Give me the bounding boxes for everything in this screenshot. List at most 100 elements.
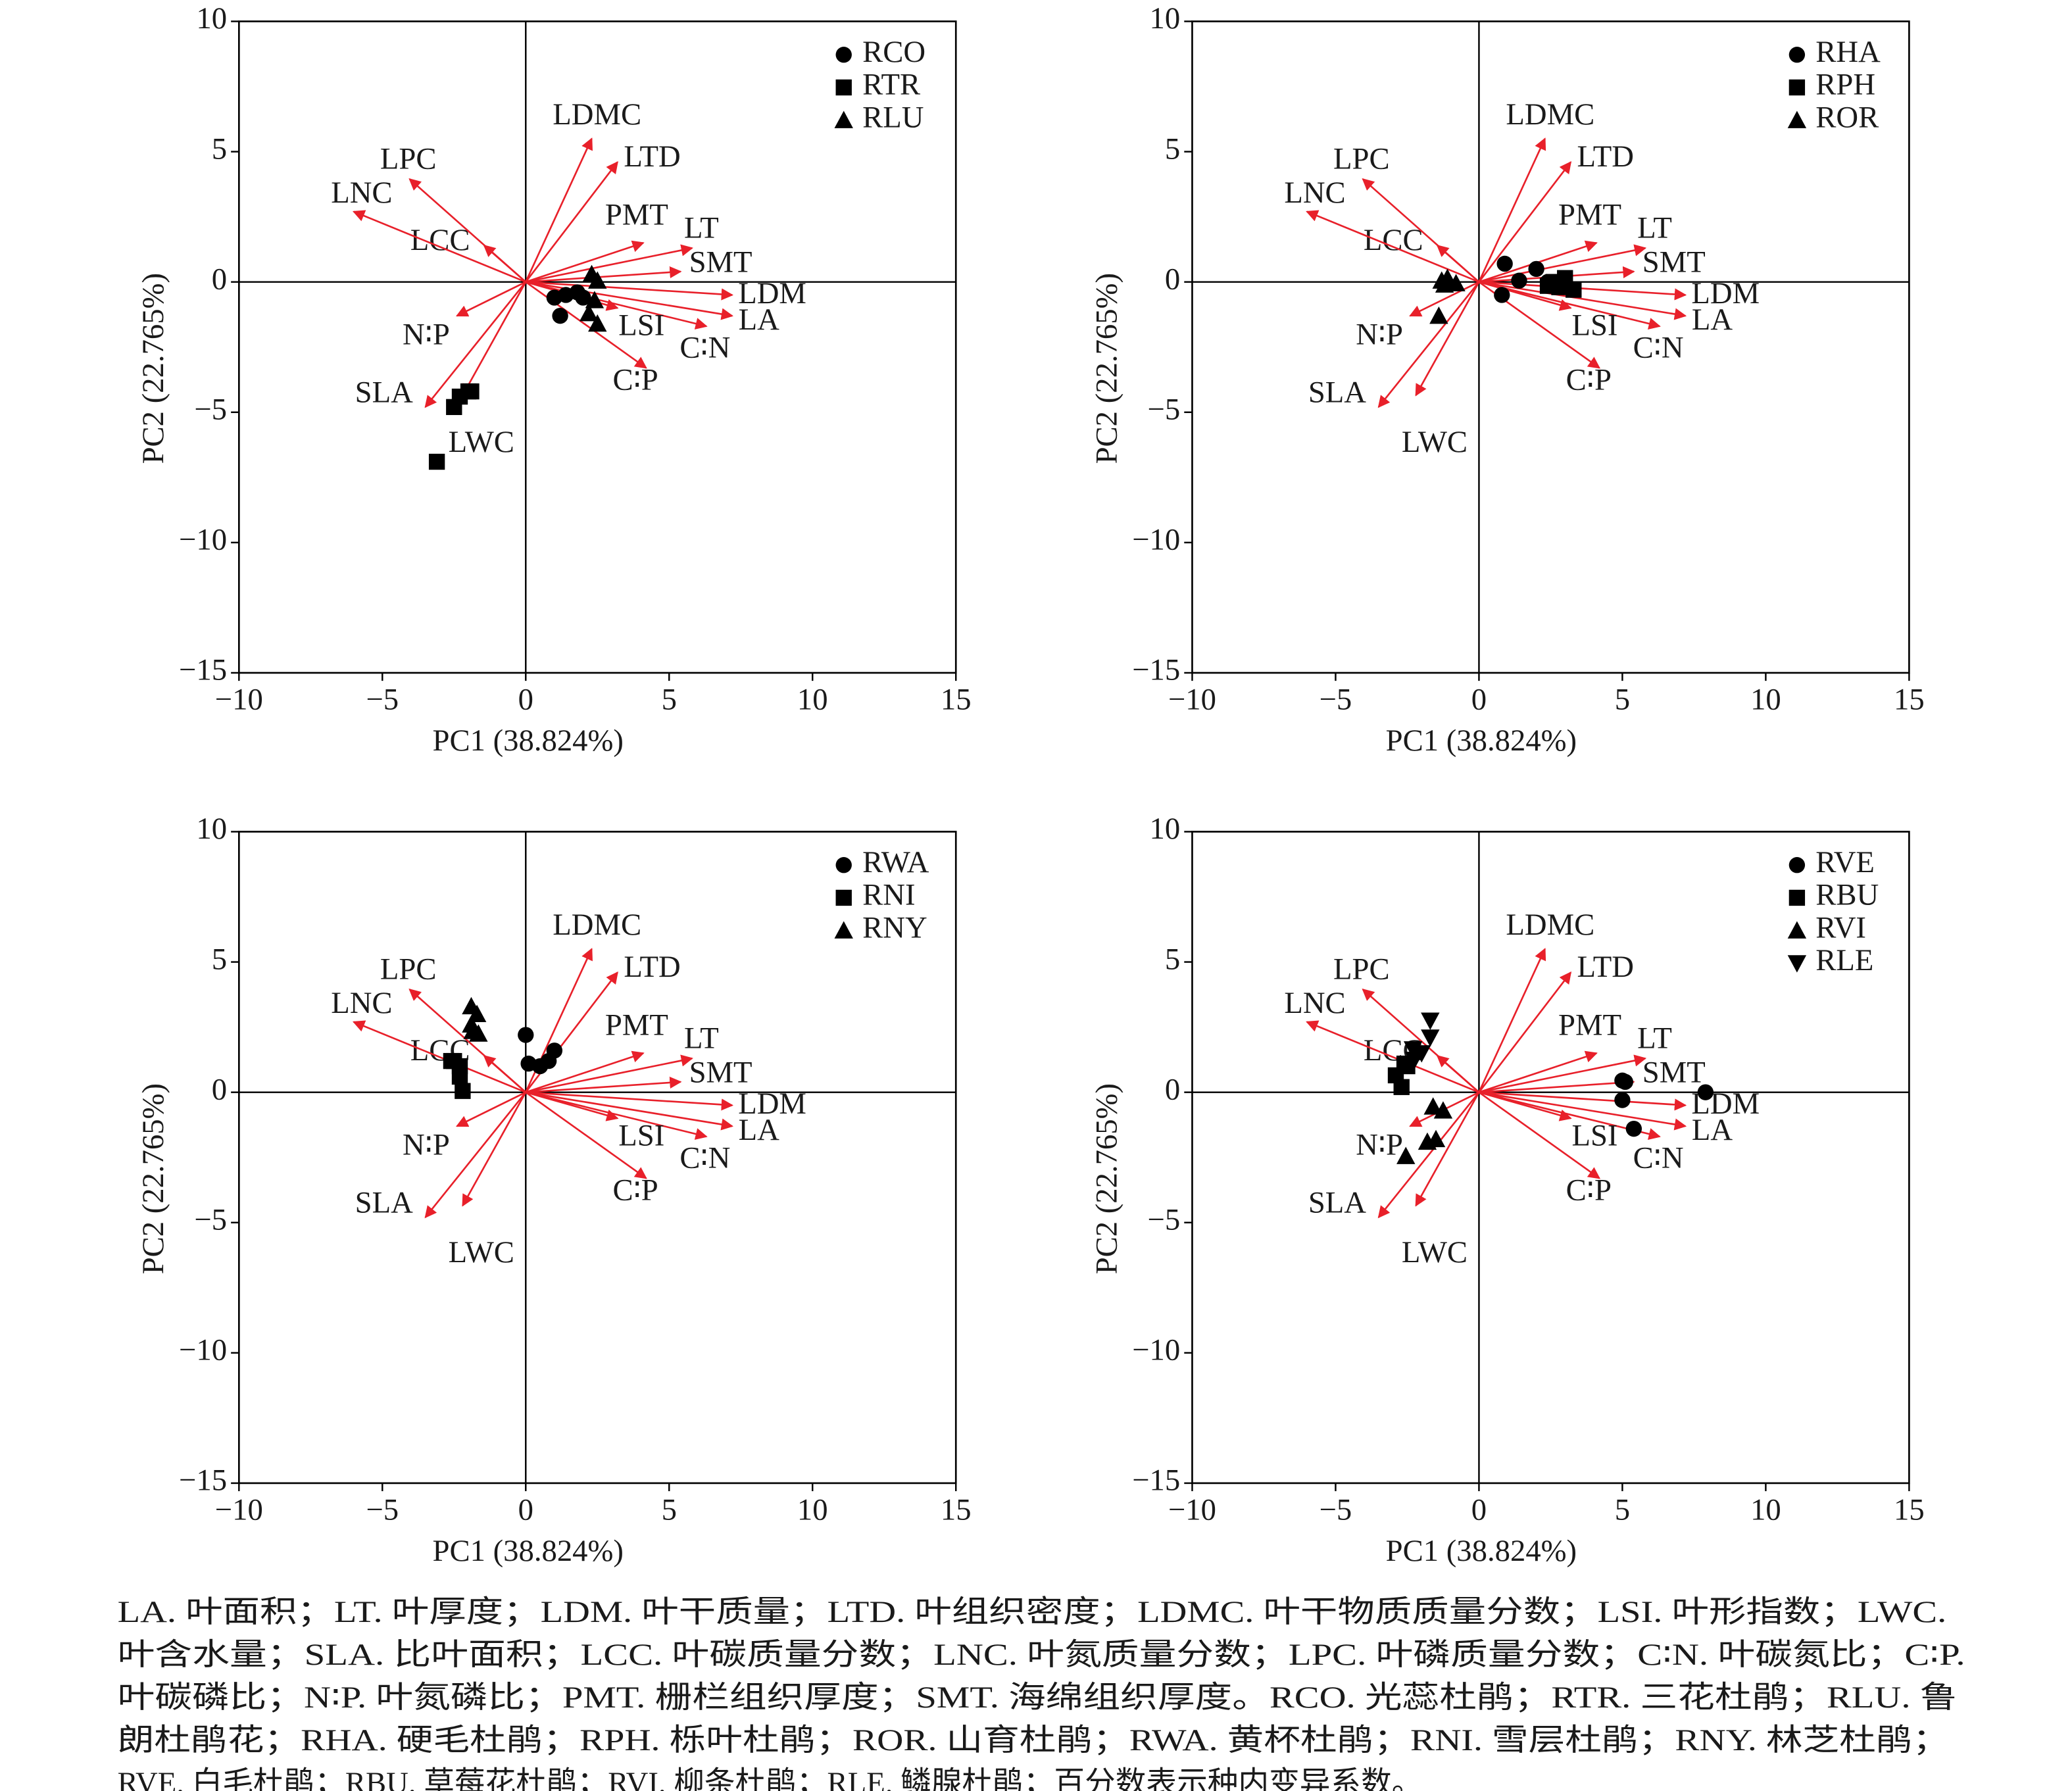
arrow-label: PMT <box>605 1008 668 1042</box>
arrow-label: C∶N <box>679 1141 730 1175</box>
arrow-label: C∶P <box>613 1173 658 1207</box>
y-tick-label: −10 <box>179 523 227 557</box>
legend-marker <box>1787 921 1807 939</box>
point <box>1697 1084 1714 1100</box>
loading-arrow <box>1377 1091 1480 1219</box>
point <box>455 1083 471 1099</box>
x-axis-label: PC1 (38.824%) <box>433 724 624 758</box>
loading-arrow <box>1478 1091 1601 1179</box>
loading-arrow <box>1409 281 1480 317</box>
legend-marker <box>1787 955 1807 973</box>
point <box>1429 306 1448 324</box>
legend-label: RNI <box>862 878 915 912</box>
x-tick-label: 5 <box>662 1492 677 1527</box>
legend-label: RCO <box>862 35 925 69</box>
x-tick-label: 10 <box>797 682 828 716</box>
loading-arrow <box>526 281 733 320</box>
point <box>1421 1029 1440 1047</box>
loading-arrow <box>525 1050 645 1093</box>
arrow-label: LSI <box>618 1118 664 1152</box>
loading-arrow <box>1479 1054 1647 1093</box>
x-tick-label: 15 <box>1894 682 1925 716</box>
loading-arrow <box>1415 282 1480 397</box>
loading-arrow <box>1478 160 1572 283</box>
y-axis-label: PC2 (22.765%) <box>1089 273 1123 464</box>
arrow-label: LCC <box>410 223 470 257</box>
loading-arrow <box>525 160 618 283</box>
arrow-label: SLA <box>355 1185 413 1219</box>
arrow-label: PMT <box>605 197 668 232</box>
arrow-label: LTD <box>1577 950 1633 984</box>
arrow-label: N∶P <box>1356 1127 1403 1162</box>
arrow-label: LTD <box>624 950 680 984</box>
point <box>1614 1092 1631 1108</box>
arrow-label: LA <box>739 303 780 337</box>
point <box>1435 275 1454 293</box>
arrow-label: LSI <box>1571 1118 1617 1152</box>
loading-arrow <box>1479 281 1687 320</box>
legend-label: RPH <box>1815 68 1875 102</box>
point <box>540 1052 557 1069</box>
loading-arrow <box>526 1076 682 1093</box>
loading-arrow <box>1362 178 1480 283</box>
arrow-label: LA <box>1692 1113 1733 1147</box>
point <box>1423 1097 1443 1115</box>
point <box>1566 282 1582 298</box>
caption-line: RVE. 白毛杜鹃；RBU. 草莓花杜鹃；RVI. 柳条杜鹃；RLE. 鳞腺杜鹃… <box>118 1766 1423 1791</box>
loading-arrow <box>525 137 593 283</box>
x-axis-label: PC1 (38.824%) <box>433 1534 624 1568</box>
point <box>588 314 607 332</box>
arrow-label: C∶N <box>679 330 730 364</box>
arrow-label: LPC <box>380 952 437 987</box>
x-tick-label: 15 <box>1894 1492 1925 1527</box>
loading-arrow <box>1479 1076 1635 1093</box>
loading-arrow <box>424 281 527 408</box>
loading-arrow <box>526 266 682 283</box>
y-tick-label: 0 <box>212 1072 227 1106</box>
loading-arrow <box>1479 244 1647 283</box>
loading-arrow <box>456 1091 526 1127</box>
arrow-label: LA <box>1692 303 1733 337</box>
loading-arrow <box>353 210 526 283</box>
arrow-label: LT <box>1637 1021 1672 1055</box>
y-tick-label: −5 <box>194 1202 227 1237</box>
arrow-label: LDMC <box>1506 97 1594 132</box>
point <box>575 289 591 306</box>
legend-label: RBU <box>1815 878 1879 912</box>
arrow-label: C∶P <box>1566 362 1612 397</box>
legend-label: RVI <box>1815 910 1866 945</box>
arrow-label: SLA <box>1308 1185 1366 1219</box>
arrow-label: SLA <box>355 375 413 409</box>
arrow-label: LTD <box>624 139 680 174</box>
x-tick-label: −10 <box>1168 682 1216 716</box>
plot-frame <box>1191 831 1910 1484</box>
legend-label: RLU <box>862 100 924 134</box>
y-axis-label: PC2 (22.765%) <box>136 273 170 464</box>
arrow-label: LDM <box>738 1087 806 1121</box>
x-tick-label: 10 <box>1750 682 1781 716</box>
arrow-label: LDM <box>738 276 806 310</box>
arrow-label: SMT <box>689 1055 752 1089</box>
y-tick-label: 0 <box>1165 262 1180 296</box>
arrow-label: LWC <box>1402 425 1468 459</box>
x-tick-label: 5 <box>1615 682 1630 716</box>
y-tick-label: −10 <box>179 1333 227 1367</box>
arrow-label: LWC <box>449 425 514 459</box>
loading-arrow <box>1479 1091 1687 1111</box>
y-tick-label: 10 <box>196 1 227 36</box>
legend-label: RWA <box>862 845 929 879</box>
arrow-label: SMT <box>1642 245 1706 279</box>
point <box>552 308 568 324</box>
arrow-label: LWC <box>449 1235 514 1269</box>
y-tick-label: 0 <box>212 262 227 296</box>
arrow-label: LDMC <box>553 908 641 942</box>
point <box>1418 1132 1437 1150</box>
y-tick-label: 5 <box>212 132 227 166</box>
loading-arrow <box>1479 1091 1572 1121</box>
loading-arrow <box>1479 281 1687 301</box>
point <box>428 453 445 470</box>
point <box>462 1015 481 1033</box>
x-tick-label: 0 <box>1471 1492 1487 1527</box>
y-tick-label: 10 <box>1150 812 1181 846</box>
y-axis-label: PC2 (22.765%) <box>1089 1083 1123 1274</box>
